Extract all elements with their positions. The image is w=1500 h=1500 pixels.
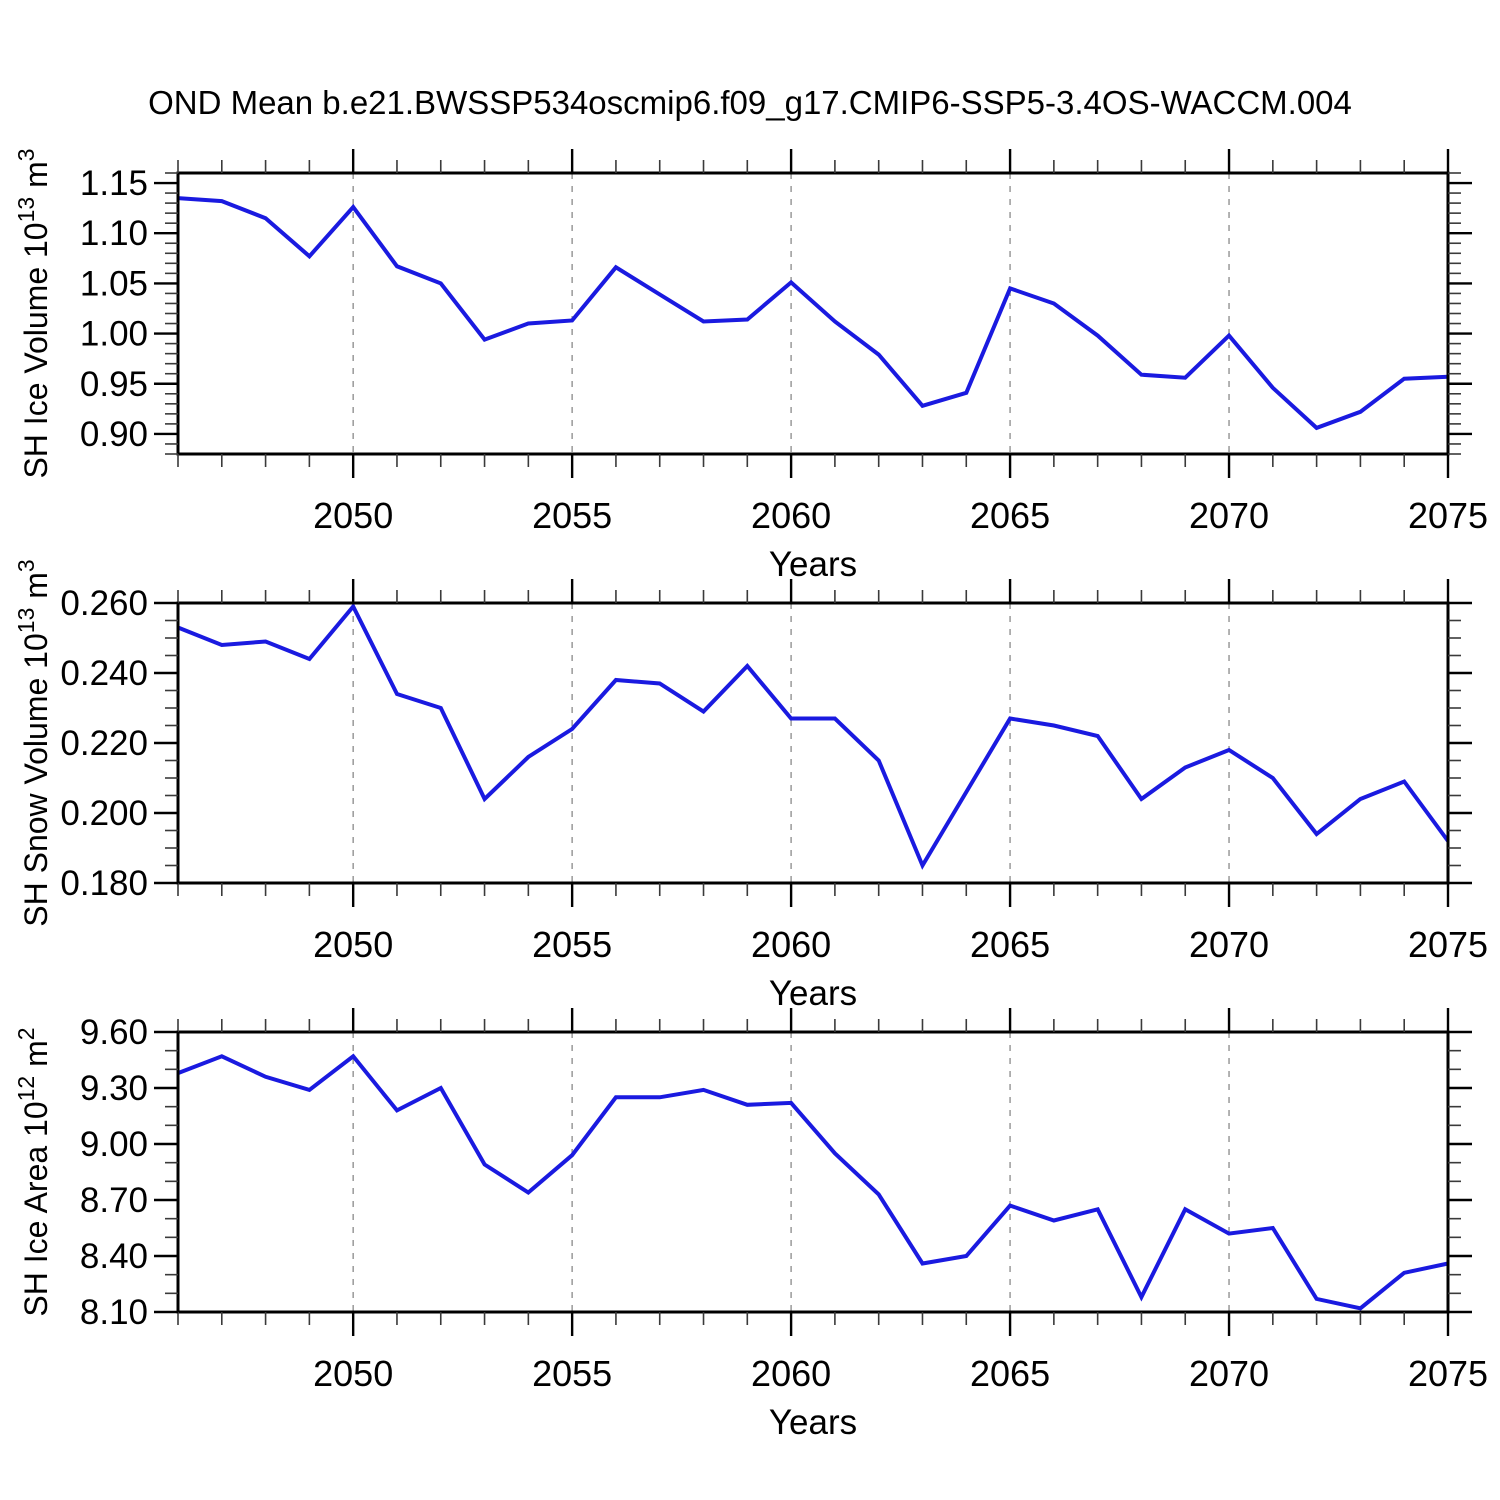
- x-tick-label: 2075: [1408, 495, 1488, 536]
- x-tick-label: 2060: [751, 1353, 831, 1394]
- series-line: [177, 1053, 1449, 1311]
- y-tick-label: 0.220: [60, 724, 148, 763]
- x-tick-label: 2050: [313, 1353, 393, 1394]
- y-axis-title: SH Snow Volume 1013 m3: [13, 559, 54, 926]
- x-tick-label: 2070: [1189, 1353, 1269, 1394]
- x-tick-label: 2060: [751, 924, 831, 965]
- panel-sh-snow-volume: 0.180 0.200 0.220 0.240 0.260 2050 2055 2060 206…: [13, 559, 1488, 1013]
- panel-sh-ice-volume: 0.90 0.95 1.00 1.05 1.10 1.15 2050 2055 2060 2065…: [13, 148, 1488, 584]
- y-tick-label: 1.05: [80, 264, 148, 303]
- x-tick-label: 2065: [970, 924, 1050, 965]
- y-tick-label: 8.10: [80, 1293, 148, 1332]
- x-tick-label: 2075: [1408, 924, 1488, 965]
- x-tick-label: 2050: [313, 495, 393, 536]
- y-tick-label: 0.200: [60, 794, 148, 833]
- x-axis-title: Years: [769, 545, 857, 584]
- y-tick-label: 1.15: [80, 164, 148, 203]
- x-tick-label: 2055: [532, 495, 612, 536]
- series-line: [177, 602, 1450, 870]
- x-tick-label: 2065: [970, 495, 1050, 536]
- plot-border: [176, 1030, 1450, 1314]
- x-axis-title: Years: [769, 1403, 857, 1442]
- y-tick-label: 0.90: [80, 415, 148, 454]
- y-tick-label: 9.60: [80, 1013, 148, 1052]
- y-axis-title: SH Ice Area 1012 m2: [13, 1027, 54, 1316]
- y-tick-label: 0.180: [60, 864, 148, 903]
- y-tick-label: 0.260: [60, 584, 148, 623]
- page-title: OND Mean b.e21.BWSSP534oscmip6.f09_g17.C…: [148, 84, 1352, 121]
- panel-sh-ice-area: 8.10 8.40 8.70 9.00 9.30 9.60 2050 2055 2060 2065…: [13, 1008, 1488, 1442]
- x-tick-label: 2050: [313, 924, 393, 965]
- x-tick-label: 2075: [1408, 1353, 1488, 1394]
- y-tick-label: 8.70: [80, 1181, 148, 1220]
- x-axis-title: Years: [769, 974, 857, 1013]
- x-tick-label: 2055: [532, 1353, 612, 1394]
- y-tick-label: 1.00: [80, 315, 148, 354]
- y-tick-label: 9.30: [80, 1069, 148, 1108]
- y-tick-label: 8.40: [80, 1237, 148, 1276]
- x-tick-label: 2055: [532, 924, 612, 965]
- y-tick-label: 1.10: [80, 214, 148, 253]
- series-line: [177, 196, 1449, 431]
- y-tick-label: 0.240: [60, 654, 148, 693]
- y-tick-label: 9.00: [80, 1125, 148, 1164]
- y-tick-label: 0.95: [80, 365, 148, 404]
- y-axis-title: SH Ice Volume 1013 m3: [13, 148, 54, 478]
- plot-border: [176, 601, 1450, 885]
- x-tick-label: 2065: [970, 1353, 1050, 1394]
- x-tick-label: 2070: [1189, 495, 1269, 536]
- plot-border: [176, 171, 1450, 456]
- x-tick-label: 2070: [1189, 924, 1269, 965]
- x-tick-label: 2060: [751, 495, 831, 536]
